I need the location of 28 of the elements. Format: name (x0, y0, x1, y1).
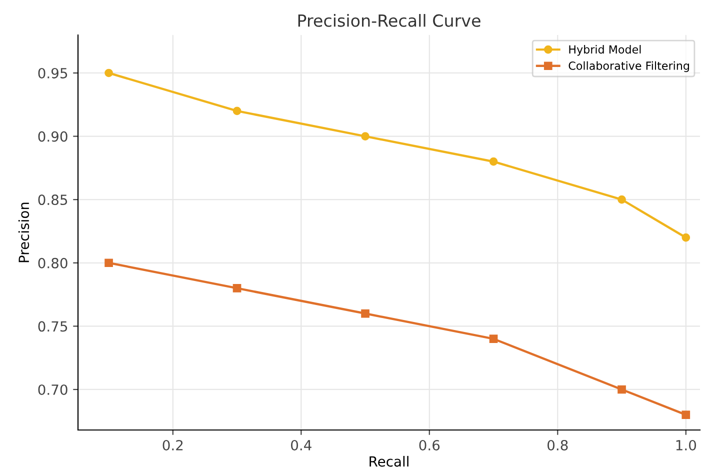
point (232, 284, 242, 292)
x-tick-label: 0.2 (162, 440, 183, 450)
point (104, 258, 113, 268)
point (682, 233, 690, 242)
y-tick-label: 0.95 (38, 68, 68, 78)
x-tick-label: 0.6 (419, 440, 440, 450)
point (618, 385, 626, 394)
y-tick-label: 0.70 (38, 384, 68, 395)
x-tick-label: 0.4 (291, 440, 312, 450)
point (232, 106, 242, 116)
legend-label: Collaborative Filtering (568, 61, 689, 72)
point (361, 132, 370, 140)
x-axis-title: Recall (370, 456, 408, 467)
chart-title: Precision-Recall Curve (298, 14, 480, 27)
y-tick-label: 0.85 (38, 194, 68, 206)
point (682, 410, 690, 419)
y-tick-label: 0.75 (38, 321, 68, 332)
point (618, 195, 626, 204)
legend-label: Hybrid Model (569, 45, 641, 56)
y-axis-title: Precision (18, 202, 30, 262)
x-tick-label: 0.8 (548, 440, 568, 450)
y-tick-label: 0.80 (38, 258, 68, 268)
point (489, 157, 498, 166)
point (104, 68, 113, 78)
y-tick-label: 0.90 (38, 131, 68, 142)
point (489, 334, 498, 344)
point (361, 309, 370, 318)
x-tick-label: 1.0 (676, 440, 696, 450)
